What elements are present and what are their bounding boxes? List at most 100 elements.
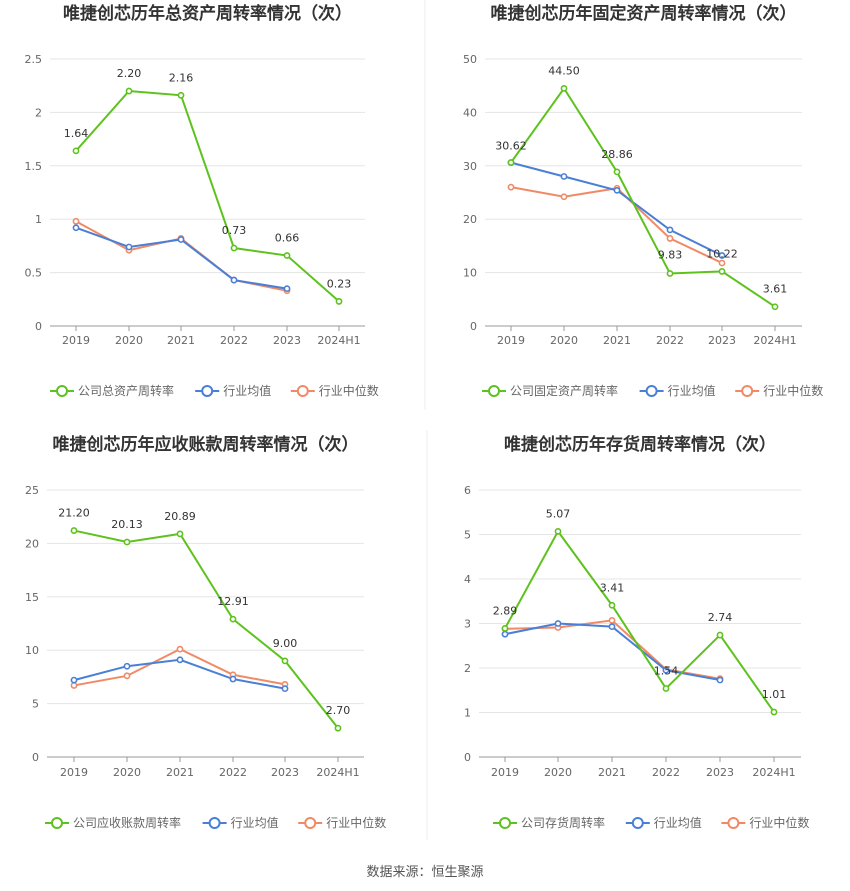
data-point-median[interactable] (608, 616, 616, 624)
y-tick-label: 15 (25, 591, 39, 604)
data-point-company[interactable] (662, 685, 670, 692)
data-point-avg[interactable] (229, 675, 237, 683)
data-point-avg[interactable] (230, 276, 238, 284)
legend-item-avg[interactable]: 行业均值 (639, 383, 716, 398)
legend-marker-icon (304, 817, 317, 829)
legend-item-avg[interactable]: 行业均值 (195, 383, 271, 398)
data-source: 数据来源：恒生聚源 (366, 865, 483, 880)
x-tick-label: 2019 (60, 766, 88, 779)
data-point-median[interactable] (123, 672, 131, 680)
data-point-company[interactable] (770, 708, 778, 716)
data-point-company[interactable] (230, 244, 238, 252)
legend-label: 行业均值 (654, 815, 702, 830)
x-tick-label: 2024H1 (752, 766, 795, 779)
data-point-avg[interactable] (554, 620, 562, 627)
data-label: 2.89 (493, 604, 518, 617)
data-point-company[interactable] (608, 601, 616, 609)
data-point-avg[interactable] (613, 186, 621, 194)
legend-item-avg[interactable]: 行业均值 (202, 815, 279, 830)
data-point-avg[interactable] (72, 224, 80, 232)
data-point-median[interactable] (72, 217, 80, 225)
data-point-company[interactable] (335, 298, 343, 305)
data-point-company[interactable] (125, 87, 133, 95)
y-tick-label: 1.5 (25, 160, 43, 173)
y-tick-label: 10 (463, 267, 477, 280)
y-tick-label: 25 (25, 484, 39, 497)
data-point-median[interactable] (666, 235, 674, 242)
y-tick-label: 2 (464, 662, 471, 675)
y-tick-label: 5 (32, 698, 39, 711)
data-label: 0.73 (222, 224, 247, 237)
legend-item-company[interactable]: 公司应收账款周转率 (45, 815, 181, 830)
data-label: 28.86 (601, 148, 633, 161)
data-point-company[interactable] (176, 530, 184, 538)
data-point-company[interactable] (560, 84, 568, 92)
data-point-company[interactable] (554, 527, 562, 535)
data-label: 1.64 (64, 127, 89, 140)
data-point-avg[interactable] (281, 685, 289, 693)
data-point-company[interactable] (229, 615, 237, 623)
data-point-median[interactable] (176, 645, 184, 653)
legend-item-median[interactable]: 行业中位数 (735, 383, 823, 398)
data-point-median[interactable] (70, 682, 78, 689)
y-tick-label: 0 (470, 320, 477, 333)
y-tick-label: 10 (25, 644, 39, 657)
legend-item-avg[interactable]: 行业均值 (625, 815, 702, 830)
data-point-company[interactable] (70, 527, 78, 534)
data-point-company[interactable] (283, 252, 291, 259)
data-point-avg[interactable] (176, 656, 184, 664)
data-label: 0.66 (275, 232, 300, 245)
data-point-company[interactable] (666, 270, 674, 277)
data-point-company[interactable] (72, 147, 80, 155)
legend-item-company[interactable]: 公司固定资产周转率 (482, 383, 618, 398)
data-point-avg[interactable] (718, 252, 726, 259)
data-point-company[interactable] (177, 91, 185, 99)
legend-item-company[interactable]: 公司存货周转率 (493, 815, 605, 830)
data-point-median[interactable] (560, 193, 568, 201)
data-point-company[interactable] (281, 657, 289, 665)
data-point-avg[interactable] (501, 630, 509, 638)
data-point-avg[interactable] (125, 243, 133, 251)
y-tick-label: 20 (25, 537, 39, 550)
data-point-company[interactable] (718, 268, 726, 275)
data-point-avg[interactable] (666, 226, 674, 234)
data-point-avg[interactable] (608, 623, 616, 631)
data-point-company[interactable] (716, 631, 724, 639)
legend-marker-icon (56, 385, 68, 397)
data-point-company[interactable] (501, 624, 509, 632)
x-tick-label: 2022 (219, 766, 247, 779)
legend-item-median[interactable]: 行业中位数 (290, 383, 379, 398)
data-point-avg[interactable] (123, 662, 131, 670)
data-point-avg[interactable] (177, 236, 185, 243)
x-tick-label: 2020 (550, 334, 578, 347)
data-point-avg[interactable] (716, 676, 724, 684)
legend-item-median[interactable]: 行业中位数 (721, 815, 809, 830)
legend-item-median[interactable]: 行业中位数 (298, 815, 386, 830)
legend-marker-icon (727, 817, 740, 829)
data-point-company[interactable] (507, 159, 515, 166)
x-tick-label: 2021 (167, 334, 195, 347)
data-point-median[interactable] (718, 259, 726, 267)
x-tick-label: 2021 (166, 766, 194, 779)
data-point-avg[interactable] (560, 173, 568, 180)
data-label: 12.91 (217, 595, 249, 608)
data-point-avg[interactable] (70, 676, 78, 684)
x-tick-label: 2022 (656, 334, 684, 347)
chart-title: 唯捷创芯历年固定资产周转率情况（次） (491, 3, 797, 24)
data-point-avg[interactable] (283, 285, 291, 293)
data-label: 44.50 (548, 64, 580, 77)
series-line-company (504, 529, 775, 713)
data-point-company[interactable] (771, 303, 779, 311)
series-line-median (73, 648, 286, 687)
x-tick-label: 2024H1 (316, 766, 359, 779)
data-point-avg[interactable] (662, 666, 670, 674)
data-label: 30.62 (495, 139, 527, 152)
data-point-company[interactable] (123, 538, 131, 546)
data-point-company[interactable] (334, 724, 342, 732)
chart-title: 唯捷创芯历年存货周转率情况（次） (504, 434, 776, 455)
legend-item-company[interactable]: 公司总资产周转率 (50, 383, 174, 398)
data-point-median[interactable] (507, 183, 515, 191)
data-label: 9.83 (658, 249, 683, 262)
y-tick-label: 0 (35, 320, 42, 333)
data-point-company[interactable] (613, 168, 621, 176)
